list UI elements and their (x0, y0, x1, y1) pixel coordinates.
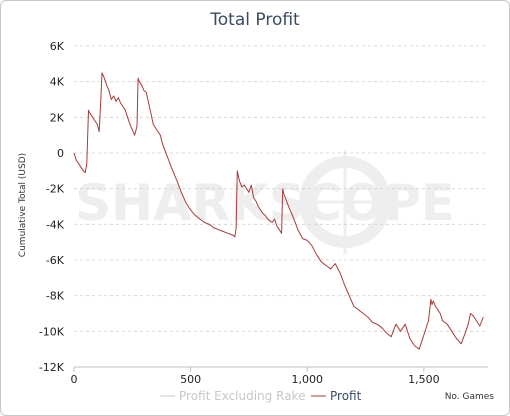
y-tick-label: 2K (50, 111, 65, 124)
y-tick-label: -12K (39, 361, 65, 374)
y-tick-label: -6K (46, 254, 65, 267)
x-axis-title: No. Games (445, 392, 495, 402)
y-tick-label: -8K (46, 290, 65, 303)
legend-item-profit[interactable]: Profit (311, 389, 362, 403)
legend-label: Profit Excluding Rake (179, 389, 305, 403)
legend: Profit Excluding Rake Profit (160, 389, 362, 403)
y-tick-label: -2K (46, 183, 65, 196)
x-axis-ticks: 0 500 1,000 1,500 (71, 367, 440, 386)
y-tick-label: 6K (50, 40, 65, 53)
y-tick-label: -10K (39, 325, 65, 338)
watermark: SHARKSCOPE (75, 174, 455, 232)
legend-item-profit-excluding-rake[interactable]: Profit Excluding Rake (160, 389, 305, 403)
x-tick-label: 0 (71, 373, 78, 386)
series-line-profit (73, 72, 484, 350)
y-tick-label: 0 (57, 147, 64, 160)
x-tick-label: 500 (180, 373, 201, 386)
x-tick-label: 1,000 (291, 373, 323, 386)
y-axis-ticks: 6K 4K 2K 0 -2K -4K -6K -8K -10K -12K (39, 40, 65, 374)
y-axis-title: Cumulative Total (USD) (18, 153, 28, 257)
y-tick-label: 4K (50, 76, 65, 89)
series-lines (73, 72, 484, 350)
grid (74, 45, 488, 332)
legend-label: Profit (330, 389, 362, 403)
chart-title: Total Profit (209, 10, 300, 30)
y-tick-label: -4K (46, 218, 65, 231)
watermark-crosshair-icon (293, 150, 397, 254)
x-tick-label: 1,500 (408, 373, 440, 386)
